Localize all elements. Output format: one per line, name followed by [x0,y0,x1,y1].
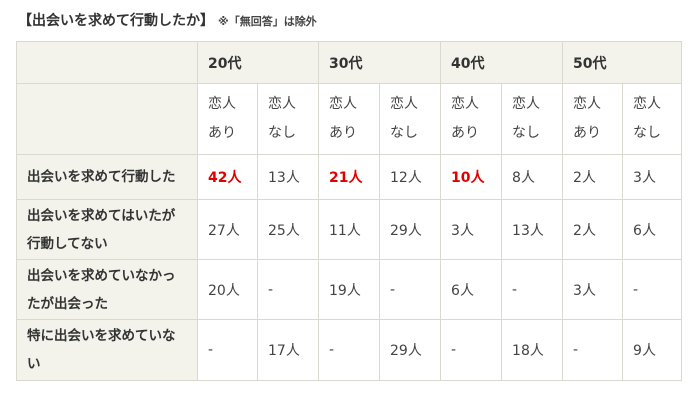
table-row: 出会いを求めていなかったが出会った 20人 - 19人 - 6人 - 3人 - [16,259,683,320]
data-cell: 8人 [501,154,564,200]
corner-cell [16,83,198,155]
status-header: 恋人なし [622,83,683,155]
status-header: 恋人あり [318,83,381,155]
data-cell: 29人 [379,319,442,381]
data-cell: - [379,259,442,320]
age-group-header: 50代 [562,41,683,84]
data-cell: 20人 [197,259,258,320]
row-label: 出会いを求めて行動した [16,154,198,200]
row-label: 特に出会いを求めていない [16,319,198,381]
table-row: 出会いを求めてはいたが行動してない 27人 25人 11人 29人 3人 13人… [16,199,683,260]
data-cell: 2人 [562,154,624,200]
data-cell: 2人 [562,199,624,260]
table-heading: 【出会いを求めて行動したか】 ※「無回答」は除外 [18,10,317,30]
data-cell: 42人 [197,154,258,200]
data-cell: - [562,319,624,381]
data-cell: 19人 [318,259,381,320]
status-header: 恋人なし [379,83,442,155]
status-header: 恋人なし [501,83,564,155]
data-cell: 3人 [562,259,624,320]
row-label: 出会いを求めてはいたが行動してない [16,199,198,260]
data-cell: 17人 [256,319,320,381]
status-header: 恋人あり [440,83,503,155]
table-row: 特に出会いを求めていない - 17人 - 29人 - 18人 - 9人 [16,319,683,381]
age-group-header: 30代 [318,41,442,84]
data-cell: 29人 [379,199,442,260]
data-cell: 21人 [318,154,381,200]
data-cell: - [622,259,683,320]
data-cell: 9人 [622,319,683,381]
data-cell: 6人 [440,259,503,320]
data-cell: - [318,319,381,381]
data-cell: 3人 [622,154,683,200]
status-header: 恋人なし [256,83,320,155]
age-group-header: 20代 [196,41,320,84]
status-header: 恋人あり [197,83,258,155]
data-cell: - [256,259,320,320]
data-cell: - [440,319,503,381]
data-cell: - [501,259,564,320]
data-cell: 3人 [440,199,503,260]
data-cell: 25人 [256,199,320,260]
status-header: 恋人あり [562,83,624,155]
table-note: ※「無回答」は除外 [218,15,317,28]
data-cell: 11人 [318,199,381,260]
data-cell: - [197,319,258,381]
age-header-row: 20代 30代 40代 50代 [16,41,683,84]
survey-table: 20代 30代 40代 50代 恋人あり 恋人なし 恋人あり 恋人なし 恋人あり… [16,41,683,381]
data-cell: 13人 [256,154,320,200]
table-row: 出会いを求めて行動した 42人 13人 21人 12人 10人 8人 2人 3人 [16,154,683,200]
data-cell: 18人 [501,319,564,381]
table-title: 【出会いを求めて行動したか】 [18,13,214,29]
data-cell: 6人 [622,199,683,260]
status-header-row: 恋人あり 恋人なし 恋人あり 恋人なし 恋人あり 恋人なし 恋人あり 恋人なし [16,83,683,155]
data-cell: 12人 [379,154,442,200]
data-cell: 13人 [501,199,564,260]
corner-cell [16,41,198,84]
age-group-header: 40代 [440,41,564,84]
data-cell: 27人 [197,199,258,260]
data-cell: 10人 [440,154,503,200]
row-label: 出会いを求めていなかったが出会った [16,259,198,320]
